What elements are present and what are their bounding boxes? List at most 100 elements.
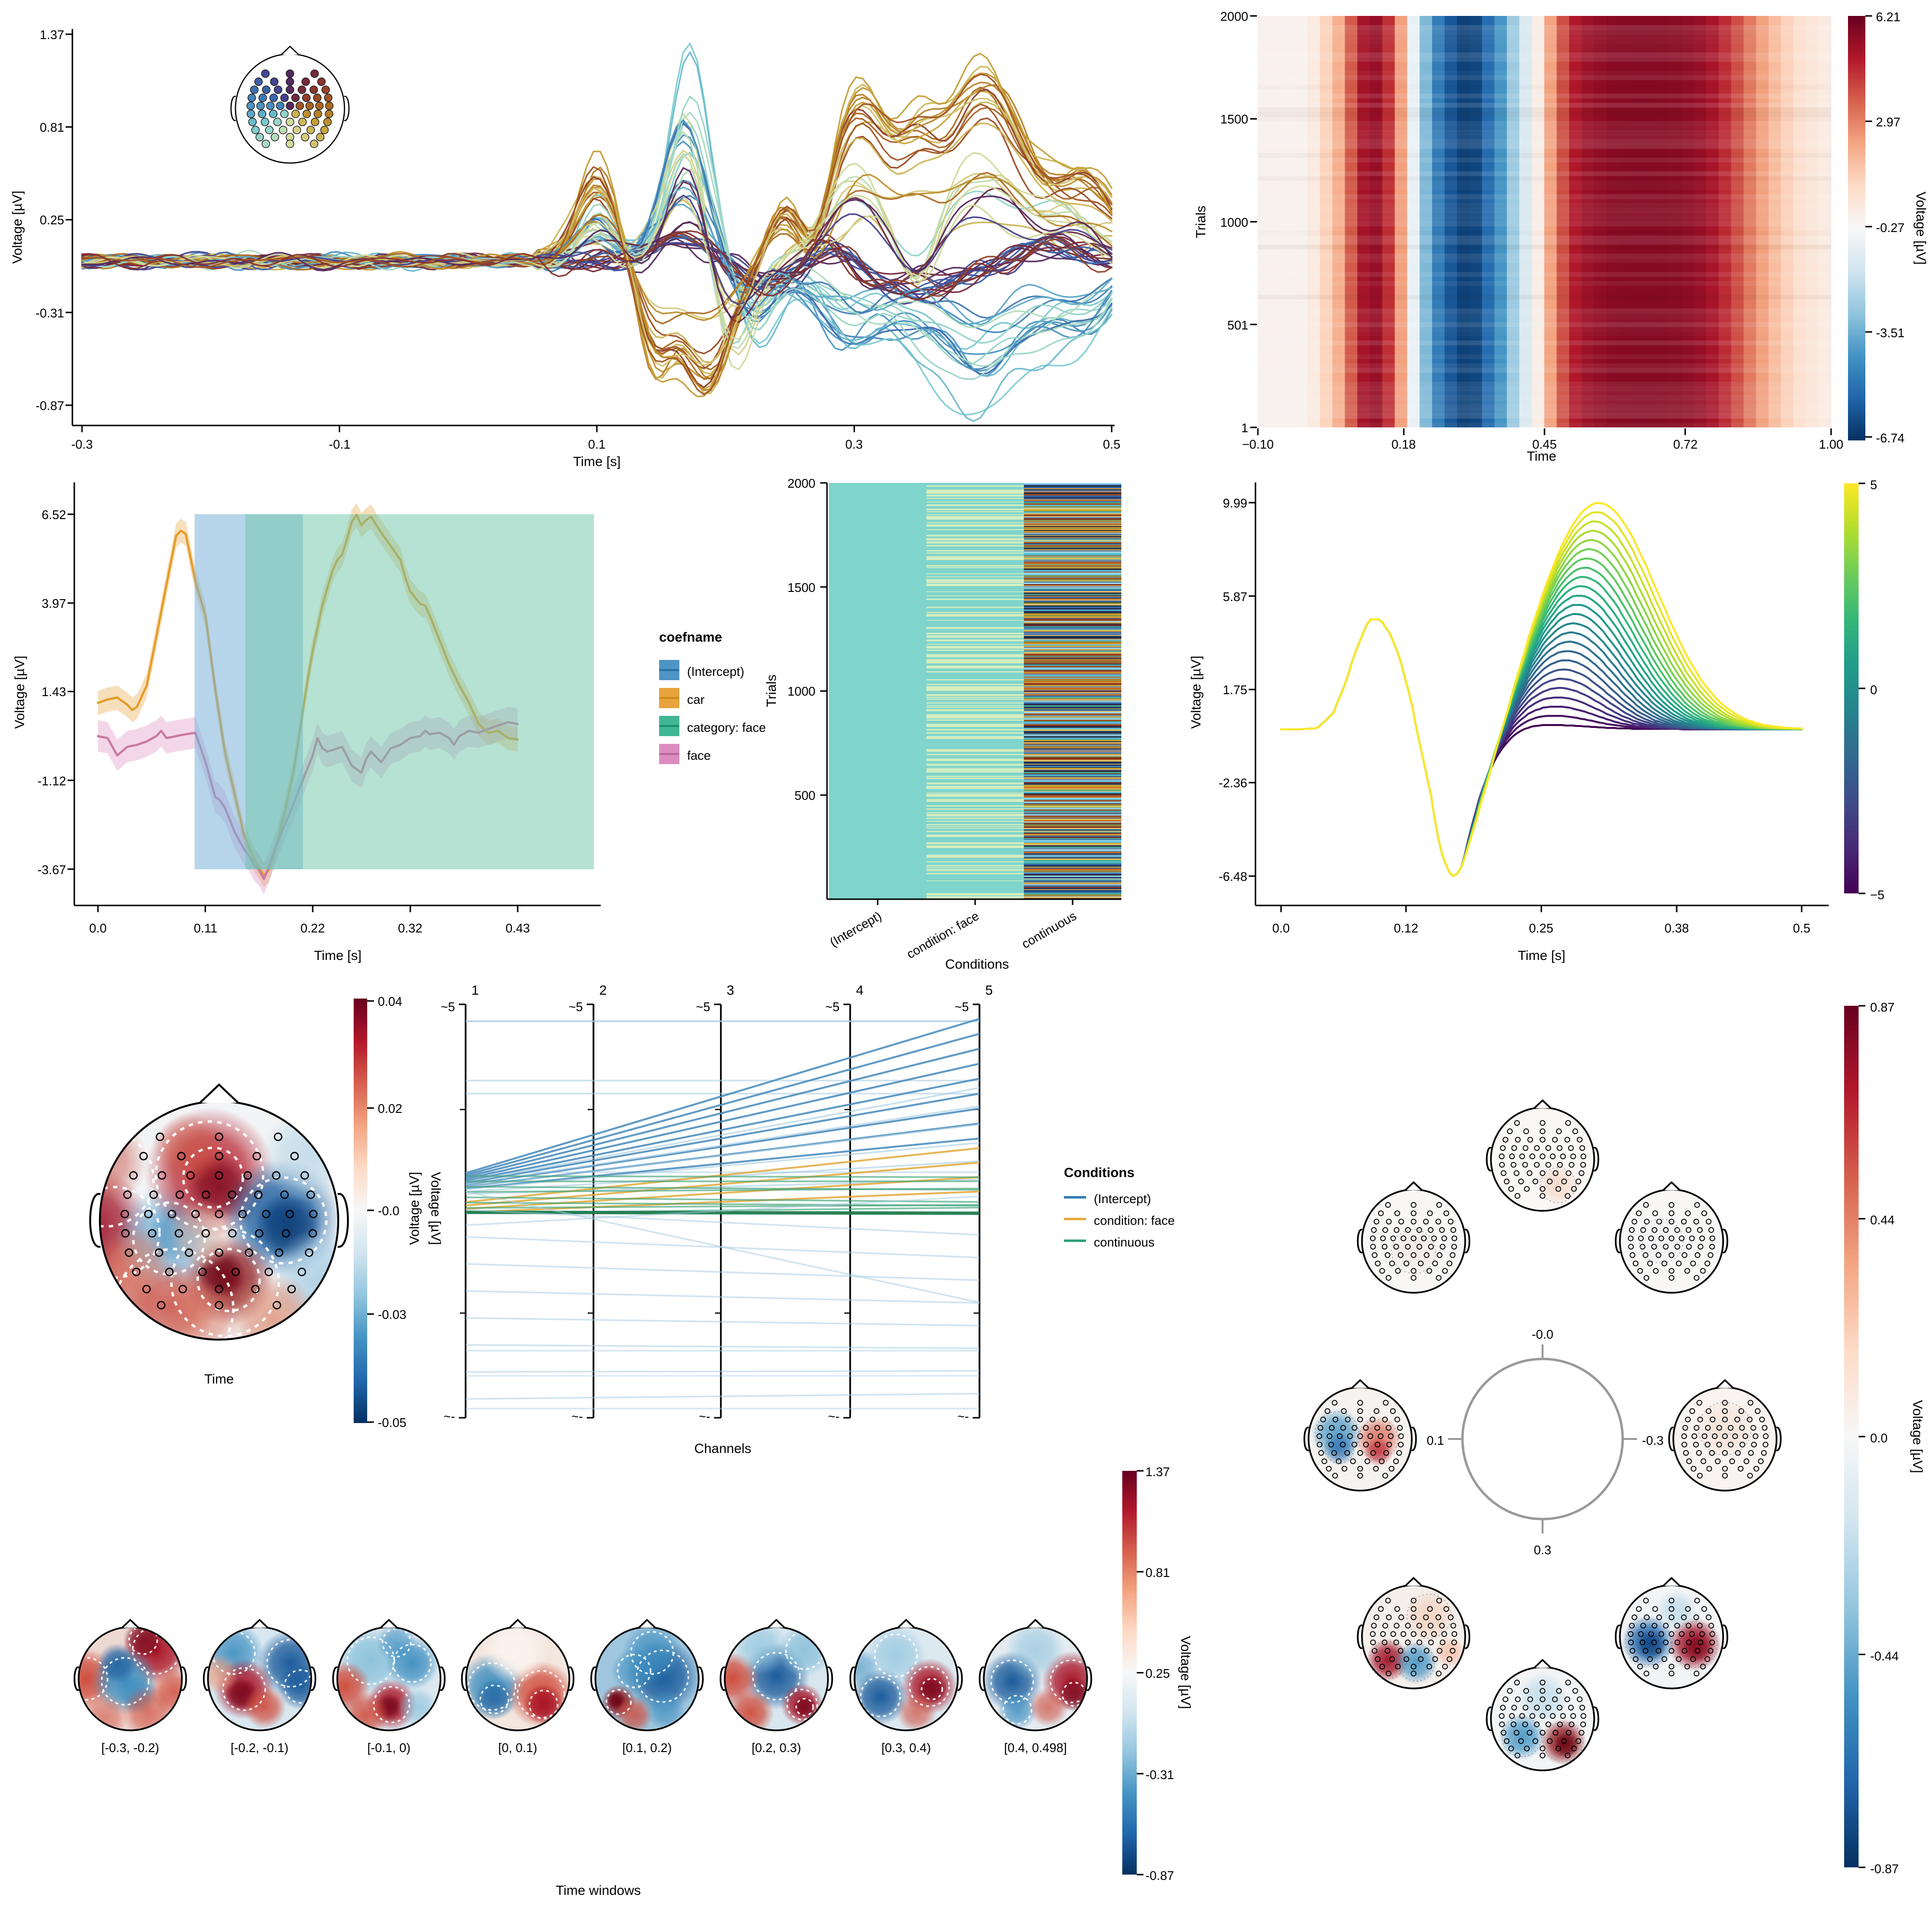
svg-text:Time [s]: Time [s] [314,948,362,963]
svg-text:Conditions: Conditions [1064,1165,1134,1180]
svg-text:Voltage [µV]: Voltage [µV] [1188,656,1203,729]
svg-text:~5: ~5 [954,1000,969,1014]
svg-text:~5: ~5 [825,1000,840,1014]
svg-text:-3.51: -3.51 [1876,326,1904,340]
svg-text:-0.87: -0.87 [1145,1868,1174,1883]
svg-text:Conditions: Conditions [945,957,1009,972]
svg-text:3: 3 [727,983,734,998]
svg-text:[-0.1, 0): [-0.1, 0) [367,1740,411,1755]
svg-text:[0.2, 0.3): [0.2, 0.3) [752,1740,801,1755]
svg-text:4: 4 [856,983,864,998]
svg-text:Trials: Trials [1193,206,1208,238]
svg-text:0.5: 0.5 [1793,921,1810,935]
svg-text:0.44: 0.44 [1870,1213,1895,1227]
svg-text:Trials: Trials [764,674,779,707]
svg-text:0.81: 0.81 [1145,1565,1170,1580]
svg-text:~-: ~- [443,1409,455,1424]
svg-text:~-: ~- [571,1409,583,1424]
svg-text:0.87: 0.87 [1870,1000,1895,1014]
svg-text:0.1: 0.1 [588,437,606,452]
svg-text:~5: ~5 [441,1000,455,1014]
svg-text:-0.87: -0.87 [36,398,64,413]
svg-text:[0.1, 0.2): [0.1, 0.2) [622,1740,672,1755]
svg-text:2.97: 2.97 [1876,115,1901,129]
svg-text:Time: Time [1527,449,1556,464]
svg-text:(Intercept): (Intercept) [687,664,744,679]
svg-text:[-0.3, -0.2): [-0.3, -0.2) [101,1740,159,1755]
svg-text:~-: ~- [699,1409,710,1424]
svg-text:-0.05: -0.05 [378,1415,406,1430]
svg-text:[0, 0.1): [0, 0.1) [498,1740,538,1755]
svg-text:1.37: 1.37 [40,27,64,42]
svg-text:0.43: 0.43 [506,921,530,935]
svg-text:continuous: continuous [1094,1235,1155,1249]
svg-text:0.3: 0.3 [845,437,863,452]
svg-text:~5: ~5 [568,1000,583,1014]
svg-text:Time [s]: Time [s] [573,454,621,469]
svg-text:6.52: 6.52 [41,507,66,522]
svg-text:[0.4, 0.498]: [0.4, 0.498] [1004,1740,1067,1755]
svg-text:1.00: 1.00 [1819,437,1844,452]
svg-text:1: 1 [471,983,479,998]
svg-text:-0.1: -0.1 [329,437,351,452]
svg-text:500: 500 [795,788,815,803]
svg-text:-0.87: -0.87 [1870,1862,1899,1876]
svg-text:Time [s]: Time [s] [1518,948,1566,963]
svg-text:[0.3, 0.4): [0.3, 0.4) [882,1740,931,1755]
svg-text:0.04: 0.04 [378,994,402,1009]
svg-text:-3.67: -3.67 [38,863,66,877]
svg-text:−0.10: −0.10 [1242,437,1274,452]
svg-text:-0.31: -0.31 [1145,1768,1174,1782]
svg-text:1500: 1500 [1220,112,1248,126]
svg-text:-6.74: -6.74 [1876,431,1904,445]
svg-text:Channels: Channels [694,1441,751,1456]
svg-text:Voltage [µV]: Voltage [µV] [1178,1636,1193,1709]
svg-text:0.0: 0.0 [89,921,107,935]
svg-text:3.97: 3.97 [41,596,66,611]
svg-text:0.81: 0.81 [40,120,64,135]
svg-text:-0.0: -0.0 [378,1204,400,1218]
svg-text:0.22: 0.22 [301,921,325,935]
svg-text:-0.3: -0.3 [1642,1433,1664,1448]
svg-text:0.18: 0.18 [1392,437,1416,452]
svg-text:0.25: 0.25 [1145,1666,1170,1681]
svg-text:0.72: 0.72 [1673,437,1698,452]
svg-text:1.75: 1.75 [1223,683,1247,697]
svg-text:1.37: 1.37 [1145,1465,1170,1479]
svg-text:car: car [687,692,704,707]
svg-text:0.32: 0.32 [398,921,423,935]
svg-text:coefname: coefname [659,630,722,644]
svg-text:Voltage [µV]: Voltage [µV] [1910,1400,1925,1473]
svg-text:1000: 1000 [1220,215,1248,230]
svg-text:0.25: 0.25 [40,213,64,227]
svg-text:-2.36: -2.36 [1219,776,1247,790]
svg-text:5.87: 5.87 [1223,589,1247,604]
svg-text:Time windows: Time windows [556,1883,641,1898]
svg-text:-0.0: -0.0 [1532,1327,1554,1342]
svg-text:-6.48: -6.48 [1219,869,1247,884]
svg-text:0.3: 0.3 [1534,1543,1551,1557]
svg-text:2000: 2000 [1220,9,1248,24]
svg-text:0.1: 0.1 [1427,1433,1444,1448]
svg-text:1: 1 [1241,421,1248,435]
svg-text:category: face: category: face [687,720,766,735]
svg-text:-0.27: -0.27 [1876,220,1904,235]
svg-text:~-: ~- [957,1409,969,1424]
svg-text:5: 5 [985,983,993,998]
svg-text:-0.44: -0.44 [1870,1649,1899,1663]
svg-text:0.0: 0.0 [1870,1431,1888,1445]
svg-text:1500: 1500 [787,580,815,595]
svg-text:0: 0 [1870,683,1877,697]
svg-text:0.25: 0.25 [1529,921,1554,935]
svg-text:0.02: 0.02 [378,1101,402,1116]
svg-text:6.21: 6.21 [1876,10,1901,24]
svg-text:Voltage [µV]: Voltage [µV] [407,1172,422,1245]
svg-text:face: face [687,748,711,763]
svg-text:condition: face: condition: face [1094,1213,1175,1228]
svg-text:-1.12: -1.12 [38,774,66,788]
svg-text:Voltage [µV]: Voltage [µV] [12,656,27,729]
svg-text:[-0.2, -0.1): [-0.2, -0.1) [231,1740,289,1755]
svg-text:2: 2 [599,983,607,998]
svg-text:5: 5 [1870,478,1877,492]
svg-text:501: 501 [1227,318,1248,332]
